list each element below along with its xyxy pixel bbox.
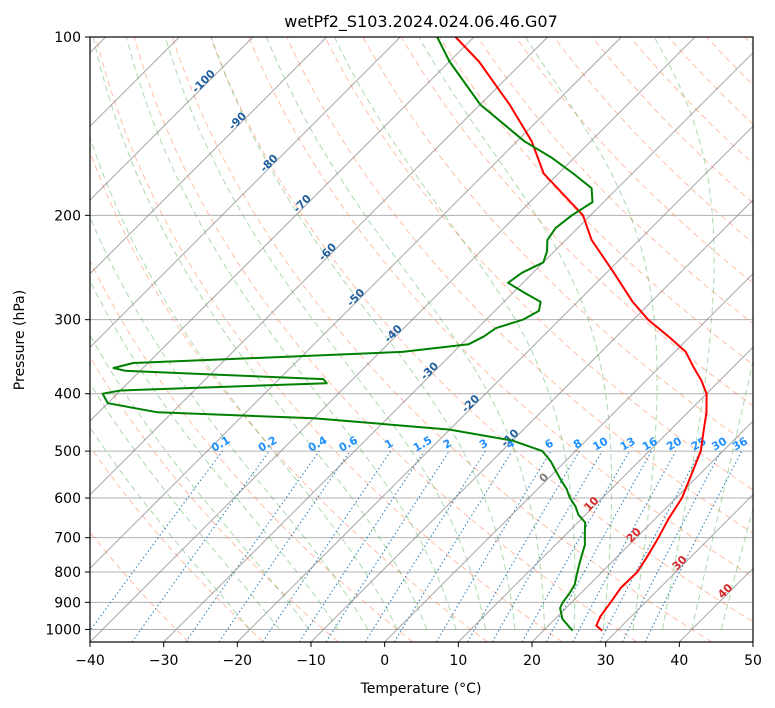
moist-adiabat-line bbox=[691, 358, 753, 630]
moist-adiabat-line bbox=[90, 215, 369, 630]
x-tick-label: −30 bbox=[149, 653, 179, 669]
y-tick-label: 400 bbox=[54, 387, 81, 403]
moist-adiabat-line bbox=[653, 37, 715, 630]
y-tick-label: 200 bbox=[54, 208, 81, 224]
y-tick-label: 900 bbox=[54, 595, 81, 611]
moist-adiabat-line bbox=[210, 37, 516, 630]
x-tick-label: 50 bbox=[744, 653, 762, 669]
mixing-ratio-line bbox=[298, 450, 425, 642]
moist-adiabat-line bbox=[266, 37, 546, 630]
x-tick-label: −20 bbox=[223, 653, 253, 669]
isotherm-line bbox=[310, 199, 753, 642]
isotherm-line bbox=[605, 493, 753, 642]
dewpoint-profile-line bbox=[101, 37, 594, 632]
x-tick-label: 0 bbox=[380, 653, 389, 669]
isotherm-line bbox=[236, 125, 753, 642]
mixing-ratio-line bbox=[131, 450, 270, 642]
moist-adiabat-line bbox=[90, 426, 251, 630]
isotherm-line bbox=[531, 420, 753, 642]
moist-adiabat-line bbox=[90, 279, 339, 630]
x-axis: −40 −30 −20 −10 0 10 20 30 40 50 bbox=[75, 642, 762, 669]
moist-adiabat-line bbox=[126, 37, 457, 630]
dry-adiabat-line bbox=[95, 37, 563, 642]
mixing-ratio-line bbox=[185, 450, 320, 642]
moist-adiabat-line bbox=[418, 37, 613, 630]
temperature-profile-line bbox=[454, 37, 708, 632]
dry-adiabat-line bbox=[515, 37, 753, 284]
y-tick-label: 300 bbox=[54, 313, 81, 329]
profiles bbox=[101, 37, 708, 632]
x-tick-label: −40 bbox=[75, 653, 105, 669]
moist-adiabat-line bbox=[90, 382, 280, 630]
plot-frame bbox=[89, 36, 754, 643]
x-tick-label: 10 bbox=[449, 653, 467, 669]
mixing-ratio-line bbox=[545, 450, 653, 642]
y-tick-label: 800 bbox=[54, 565, 81, 581]
isotherm-line bbox=[163, 51, 753, 642]
moist-adiabat-line bbox=[90, 334, 310, 630]
dry-adiabat-line bbox=[248, 37, 753, 578]
x-tick-label: −10 bbox=[296, 653, 326, 669]
isotherm-line bbox=[90, 37, 549, 496]
dry-adiabat-line bbox=[133, 37, 638, 642]
mixing-ratio-line bbox=[325, 450, 450, 642]
y-tick-label: 1000 bbox=[45, 622, 81, 638]
dry-adiabat-line bbox=[171, 37, 712, 642]
x-tick-label: 30 bbox=[597, 653, 615, 669]
mixing-ratio-line bbox=[90, 450, 223, 632]
mixing-ratio-line bbox=[218, 450, 351, 642]
moist-adiabat-line bbox=[524, 37, 658, 630]
mixing-ratio-line bbox=[262, 450, 392, 642]
moist-adiabat-line bbox=[720, 506, 753, 630]
isotherm-line bbox=[90, 37, 328, 275]
mixing-ratio-line bbox=[393, 450, 513, 642]
mixing-ratio-line bbox=[644, 450, 743, 642]
dry-adiabat-line bbox=[324, 37, 753, 491]
mixing-ratio-line bbox=[572, 450, 677, 642]
y-tick-label: 100 bbox=[54, 30, 81, 46]
y-axis: 100 200 300 400 500 600 700 800 900 1000 bbox=[45, 30, 90, 638]
dry-adiabat-line bbox=[90, 356, 339, 642]
dry-adiabat-line bbox=[90, 259, 414, 642]
isotherm-line bbox=[90, 37, 401, 349]
isotherm-line bbox=[457, 346, 753, 642]
isotherm-line bbox=[90, 37, 475, 422]
isotherm-line bbox=[384, 272, 753, 642]
moist-adiabat-line bbox=[92, 37, 428, 630]
y-axis-label: Pressure (hPa) bbox=[12, 290, 28, 390]
dry-adiabat-line bbox=[90, 445, 264, 642]
isotherm-line bbox=[90, 37, 254, 201]
moist-adiabat-line bbox=[90, 135, 398, 630]
moist-adiabat-line bbox=[164, 37, 487, 630]
x-axis-label: Temperature (°C) bbox=[360, 681, 482, 697]
x-tick-label: 40 bbox=[670, 653, 688, 669]
y-tick-label: 500 bbox=[54, 444, 81, 460]
x-tick-label: 20 bbox=[523, 653, 541, 669]
dry-adiabat-line bbox=[210, 37, 753, 623]
mixing-ratio-line bbox=[521, 450, 630, 642]
isotherm-line bbox=[90, 37, 696, 642]
y-tick-label: 700 bbox=[54, 531, 81, 547]
chart-title: wetPf2_S103.2024.024.06.46.G07 bbox=[284, 12, 558, 32]
y-tick-label: 600 bbox=[54, 491, 81, 507]
